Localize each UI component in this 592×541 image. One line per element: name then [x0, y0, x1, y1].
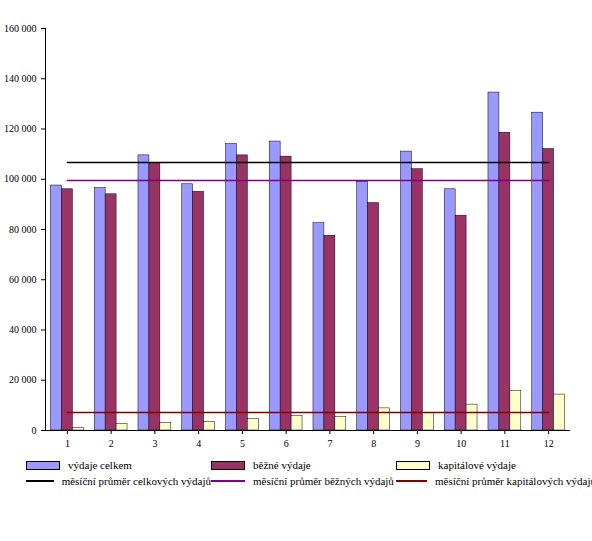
svg-text:10: 10 — [456, 438, 466, 449]
html-text:běžné výdaje: běžné výdaje — [253, 459, 311, 471]
svg-text:140 000: 140 000 — [4, 73, 37, 84]
svg-text:4: 4 — [196, 438, 201, 449]
svg-text:2: 2 — [109, 438, 114, 449]
svg-text:3: 3 — [152, 438, 157, 449]
svg-text:60 000: 60 000 — [9, 274, 37, 285]
svg-text:20 000: 20 000 — [9, 374, 37, 385]
svg-text:5: 5 — [240, 438, 245, 449]
svg-text:9: 9 — [415, 438, 420, 449]
html-text:výdaje celkem: výdaje celkem — [68, 459, 132, 471]
svg-text:120 000: 120 000 — [4, 123, 37, 134]
svg-text:7: 7 — [327, 438, 332, 449]
html-text:měsíční průměr celkových výdaj: měsíční průměr celkových výdajů — [61, 475, 211, 487]
svg-text:8: 8 — [371, 438, 376, 449]
svg-text:0: 0 — [32, 425, 37, 436]
html-text:měsíční průměr běžných výdajů: měsíční průměr běžných výdajů — [253, 475, 394, 487]
svg-text:40 000: 40 000 — [9, 324, 37, 335]
svg-text:12: 12 — [544, 438, 554, 449]
svg-text:6: 6 — [284, 438, 289, 449]
svg-text:160 000: 160 000 — [4, 23, 37, 34]
html-text:kapitálové výdaje: kapitálové výdaje — [438, 459, 516, 471]
svg-text:1: 1 — [65, 438, 70, 449]
svg-text:80 000: 80 000 — [9, 224, 37, 235]
svg-text:11: 11 — [500, 438, 510, 449]
svg-text:100 000: 100 000 — [4, 173, 37, 184]
